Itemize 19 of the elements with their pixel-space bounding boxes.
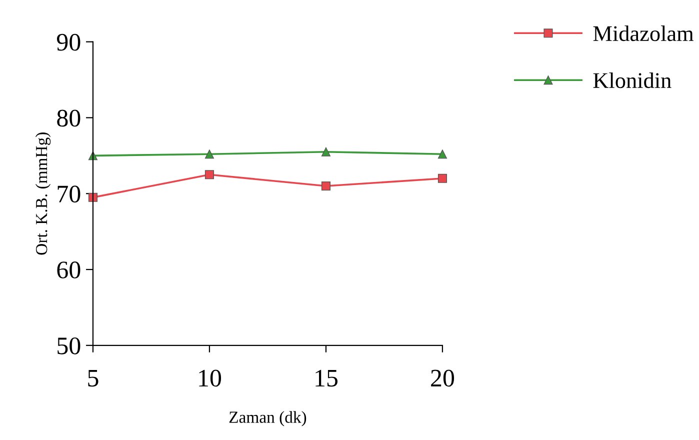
y-tick-label: 50	[58, 337, 80, 354]
x-tick-label: 20	[431, 370, 454, 387]
point	[438, 174, 447, 183]
point	[321, 147, 330, 156]
point	[321, 181, 330, 191]
legend-label: Midazolam	[593, 26, 694, 42]
legend-label: Klonidin	[593, 72, 672, 88]
x-axis-title: Zaman (dk)	[229, 411, 306, 426]
point	[204, 150, 214, 159]
y-tick-label: 90	[56, 34, 80, 51]
x-tick-label: 15	[316, 370, 338, 387]
point	[204, 170, 214, 180]
x-tick-label: 5	[88, 370, 98, 387]
y-tick-label: 60	[57, 262, 80, 278]
x-tick-label: 10	[199, 370, 222, 387]
y-tick-label: 80	[57, 110, 80, 127]
y-axis-title: Ort. K.B. (mmHg)	[35, 132, 51, 255]
y-tick-label: 70	[58, 186, 80, 203]
point	[438, 150, 447, 159]
